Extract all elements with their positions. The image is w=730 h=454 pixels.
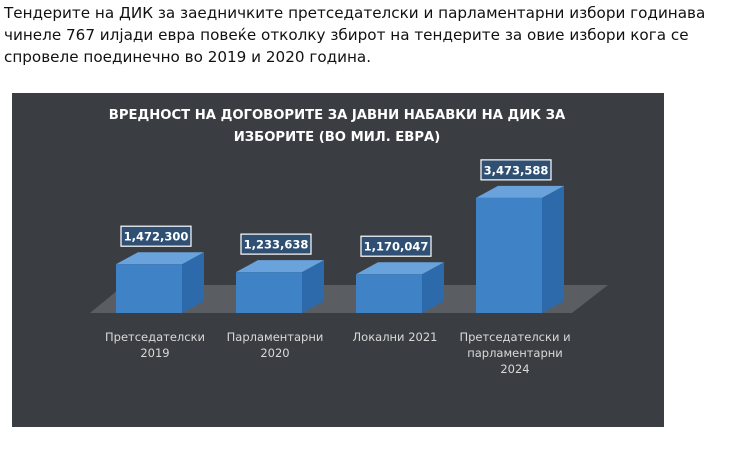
chart-panel: ВРЕДНОСТ НА ДОГОВОРИТЕ ЗА ЈАВНИ НАБАВКИ …	[12, 93, 664, 427]
bar-top-2	[236, 260, 324, 273]
category-label-1-line-2: 2019	[140, 346, 169, 360]
value-label-3: 1,170,047	[364, 240, 429, 254]
bar-4	[476, 197, 542, 313]
category-label-1-line-1: Претседателски	[105, 330, 205, 344]
bar-chart: 1,472,300 Претседателски 2019 1,233,638 Парл…	[90, 159, 608, 376]
bar-top-4	[476, 185, 564, 198]
category-label-3-line-1: Локални 2021	[353, 330, 438, 344]
intro-paragraph: Тендерите на ДИК за заедничките претседа…	[4, 4, 706, 66]
category-label-4-line-1: Претседателски и	[459, 330, 570, 344]
bar-1	[116, 264, 182, 313]
chart-title: ВРЕДНОСТ НА ДОГОВОРИТЕ ЗА ЈАВНИ НАБАВКИ …	[108, 108, 566, 145]
bar-top-1	[116, 252, 204, 265]
category-label-2-line-2: 2020	[260, 346, 289, 360]
value-label-box-1	[120, 225, 192, 247]
value-label-box-4	[480, 159, 552, 181]
bar-side-1	[182, 252, 204, 313]
bar-2	[236, 272, 302, 313]
value-label-1: 1,472,300	[124, 230, 189, 244]
category-label-2-line-1: Парламентарни	[227, 330, 324, 344]
value-label-box-2	[240, 233, 312, 255]
value-label-box-3	[360, 235, 432, 257]
category-label-4-line-2: парламентарни	[467, 346, 563, 360]
value-label-2: 1,233,638	[244, 238, 309, 252]
bar-side-3	[422, 262, 444, 313]
bar-top-3	[356, 262, 444, 275]
value-label-4: 3,473,588	[484, 163, 549, 177]
category-label-4-line-3: 2024	[500, 362, 529, 376]
bar-side-4	[542, 185, 564, 313]
bar-side-2	[302, 260, 324, 313]
bar-3	[356, 274, 422, 313]
